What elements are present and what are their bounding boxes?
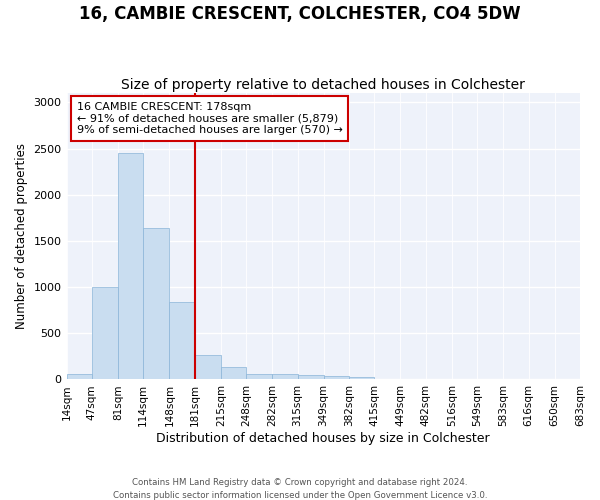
Bar xyxy=(323,376,349,380)
Bar xyxy=(195,354,221,380)
Bar xyxy=(221,366,246,380)
Y-axis label: Number of detached properties: Number of detached properties xyxy=(15,144,28,330)
Bar xyxy=(67,374,92,380)
Title: Size of property relative to detached houses in Colchester: Size of property relative to detached ho… xyxy=(121,78,525,92)
Bar xyxy=(246,374,272,380)
Text: 16, CAMBIE CRESCENT, COLCHESTER, CO4 5DW: 16, CAMBIE CRESCENT, COLCHESTER, CO4 5DW xyxy=(79,5,521,23)
Bar xyxy=(349,376,374,380)
Bar xyxy=(118,153,143,380)
Bar xyxy=(92,287,118,380)
Text: Contains HM Land Registry data © Crown copyright and database right 2024.
Contai: Contains HM Land Registry data © Crown c… xyxy=(113,478,487,500)
Bar xyxy=(298,376,323,380)
X-axis label: Distribution of detached houses by size in Colchester: Distribution of detached houses by size … xyxy=(157,432,490,445)
Text: 16 CAMBIE CRESCENT: 178sqm
← 91% of detached houses are smaller (5,879)
9% of se: 16 CAMBIE CRESCENT: 178sqm ← 91% of deta… xyxy=(77,102,343,135)
Bar xyxy=(143,228,169,380)
Bar xyxy=(169,302,195,380)
Bar xyxy=(272,374,298,380)
